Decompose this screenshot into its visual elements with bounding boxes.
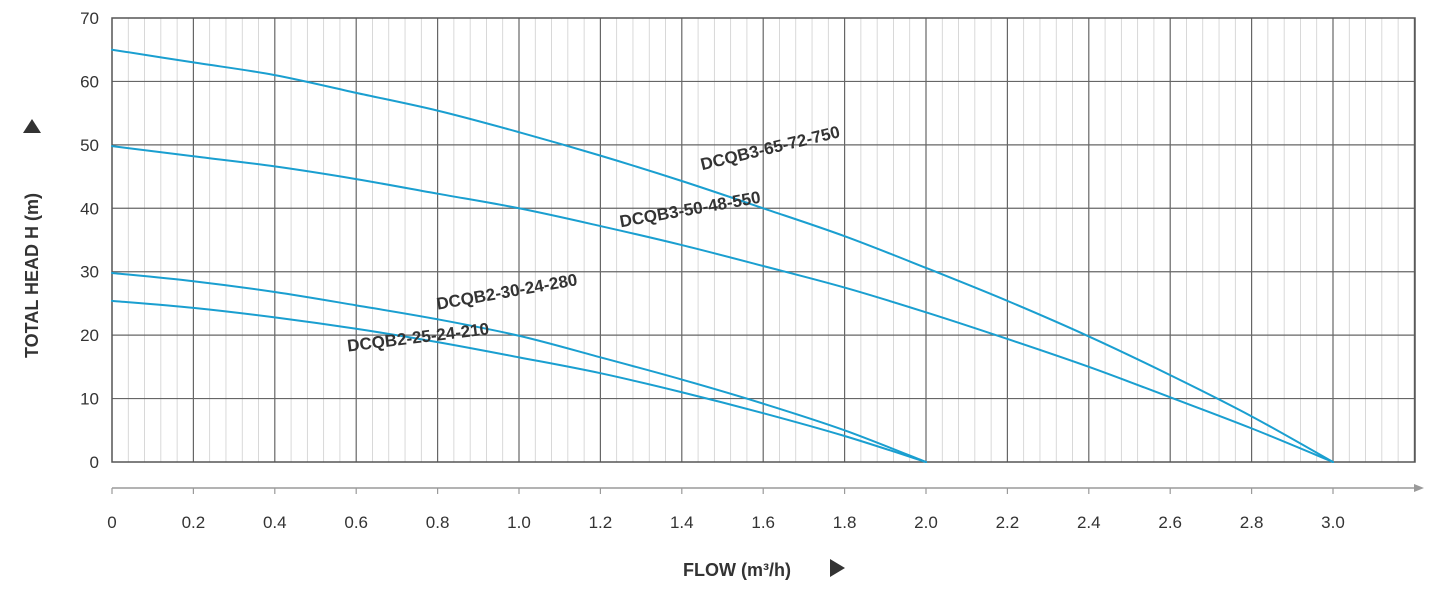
x-tick-label: 2.2 <box>996 513 1020 532</box>
x-title-arrow-icon <box>830 559 845 577</box>
curve-dcqb2-30-24-280 <box>111 271 927 463</box>
x-tick-label: 2.0 <box>914 513 938 532</box>
plot-frame <box>111 17 1416 463</box>
x-tick-label: 1.0 <box>507 513 531 532</box>
y-tick-label: 40 <box>80 199 99 218</box>
x-axis-arrowhead <box>1414 484 1424 492</box>
curve-labels: DCQB3-65-72-750 DCQB3-50-48-550 DCQB2-30-2… <box>346 122 842 355</box>
y-tick-label: 50 <box>80 136 99 155</box>
curve-label: DCQB3-65-72-750 <box>699 122 842 174</box>
y-tick-label: 20 <box>80 326 99 345</box>
minor-grid <box>127 18 1399 462</box>
x-tick-label: 0 <box>107 513 116 532</box>
y-title-arrow-icon <box>23 119 41 133</box>
y-tick-label: 30 <box>80 263 99 282</box>
y-tick-label: 60 <box>80 72 99 91</box>
y-ticks: 0 10 20 30 40 50 60 70 <box>80 9 99 472</box>
x-tick-label: 1.4 <box>670 513 694 532</box>
y-tick-label: 0 <box>90 453 99 472</box>
x-tick-label: 1.2 <box>589 513 613 532</box>
x-axis: 0 0.2 0.4 0.6 0.8 1.0 1.2 1.4 1.6 1.8 2.0 2.2 2.4 2.6… <box>107 484 1424 532</box>
y-tick-label: 70 <box>80 9 99 28</box>
x-tick-label: 3.0 <box>1321 513 1345 532</box>
x-ticks: 0 0.2 0.4 0.6 0.8 1.0 1.2 1.4 1.6 1.8 2.0 2.2 2.4 2.6… <box>107 488 1345 532</box>
curve-label: DCQB2-25-24-210 <box>346 319 490 355</box>
x-axis-title: FLOW (m³/h) <box>683 560 791 580</box>
x-tick-label: 0.6 <box>344 513 368 532</box>
y-tick-label: 10 <box>80 390 99 409</box>
x-axis-title-group: FLOW (m³/h) <box>683 559 845 580</box>
y-axis-title-group: TOTAL HEAD H (m) <box>22 119 42 358</box>
x-tick-label: 0.4 <box>263 513 287 532</box>
x-tick-label: 2.8 <box>1240 513 1264 532</box>
x-tick-label: 1.8 <box>833 513 857 532</box>
curve-label: DCQB2-30-24-280 <box>435 270 579 313</box>
curve-dcqb3-50-48-550 <box>111 145 1334 463</box>
x-tick-label: 1.6 <box>751 513 775 532</box>
curve-dcqb3-65-72-750 <box>111 48 1334 463</box>
curve-label: DCQB3-50-48-550 <box>618 188 762 231</box>
y-axis-title: TOTAL HEAD H (m) <box>22 193 42 358</box>
x-tick-label: 0.8 <box>426 513 450 532</box>
curve-dcqb2-25-24-210 <box>111 299 927 463</box>
x-tick-label: 2.4 <box>1077 513 1101 532</box>
x-tick-label: 0.2 <box>182 513 206 532</box>
x-tick-label: 2.6 <box>1158 513 1182 532</box>
performance-curves <box>111 48 1334 463</box>
